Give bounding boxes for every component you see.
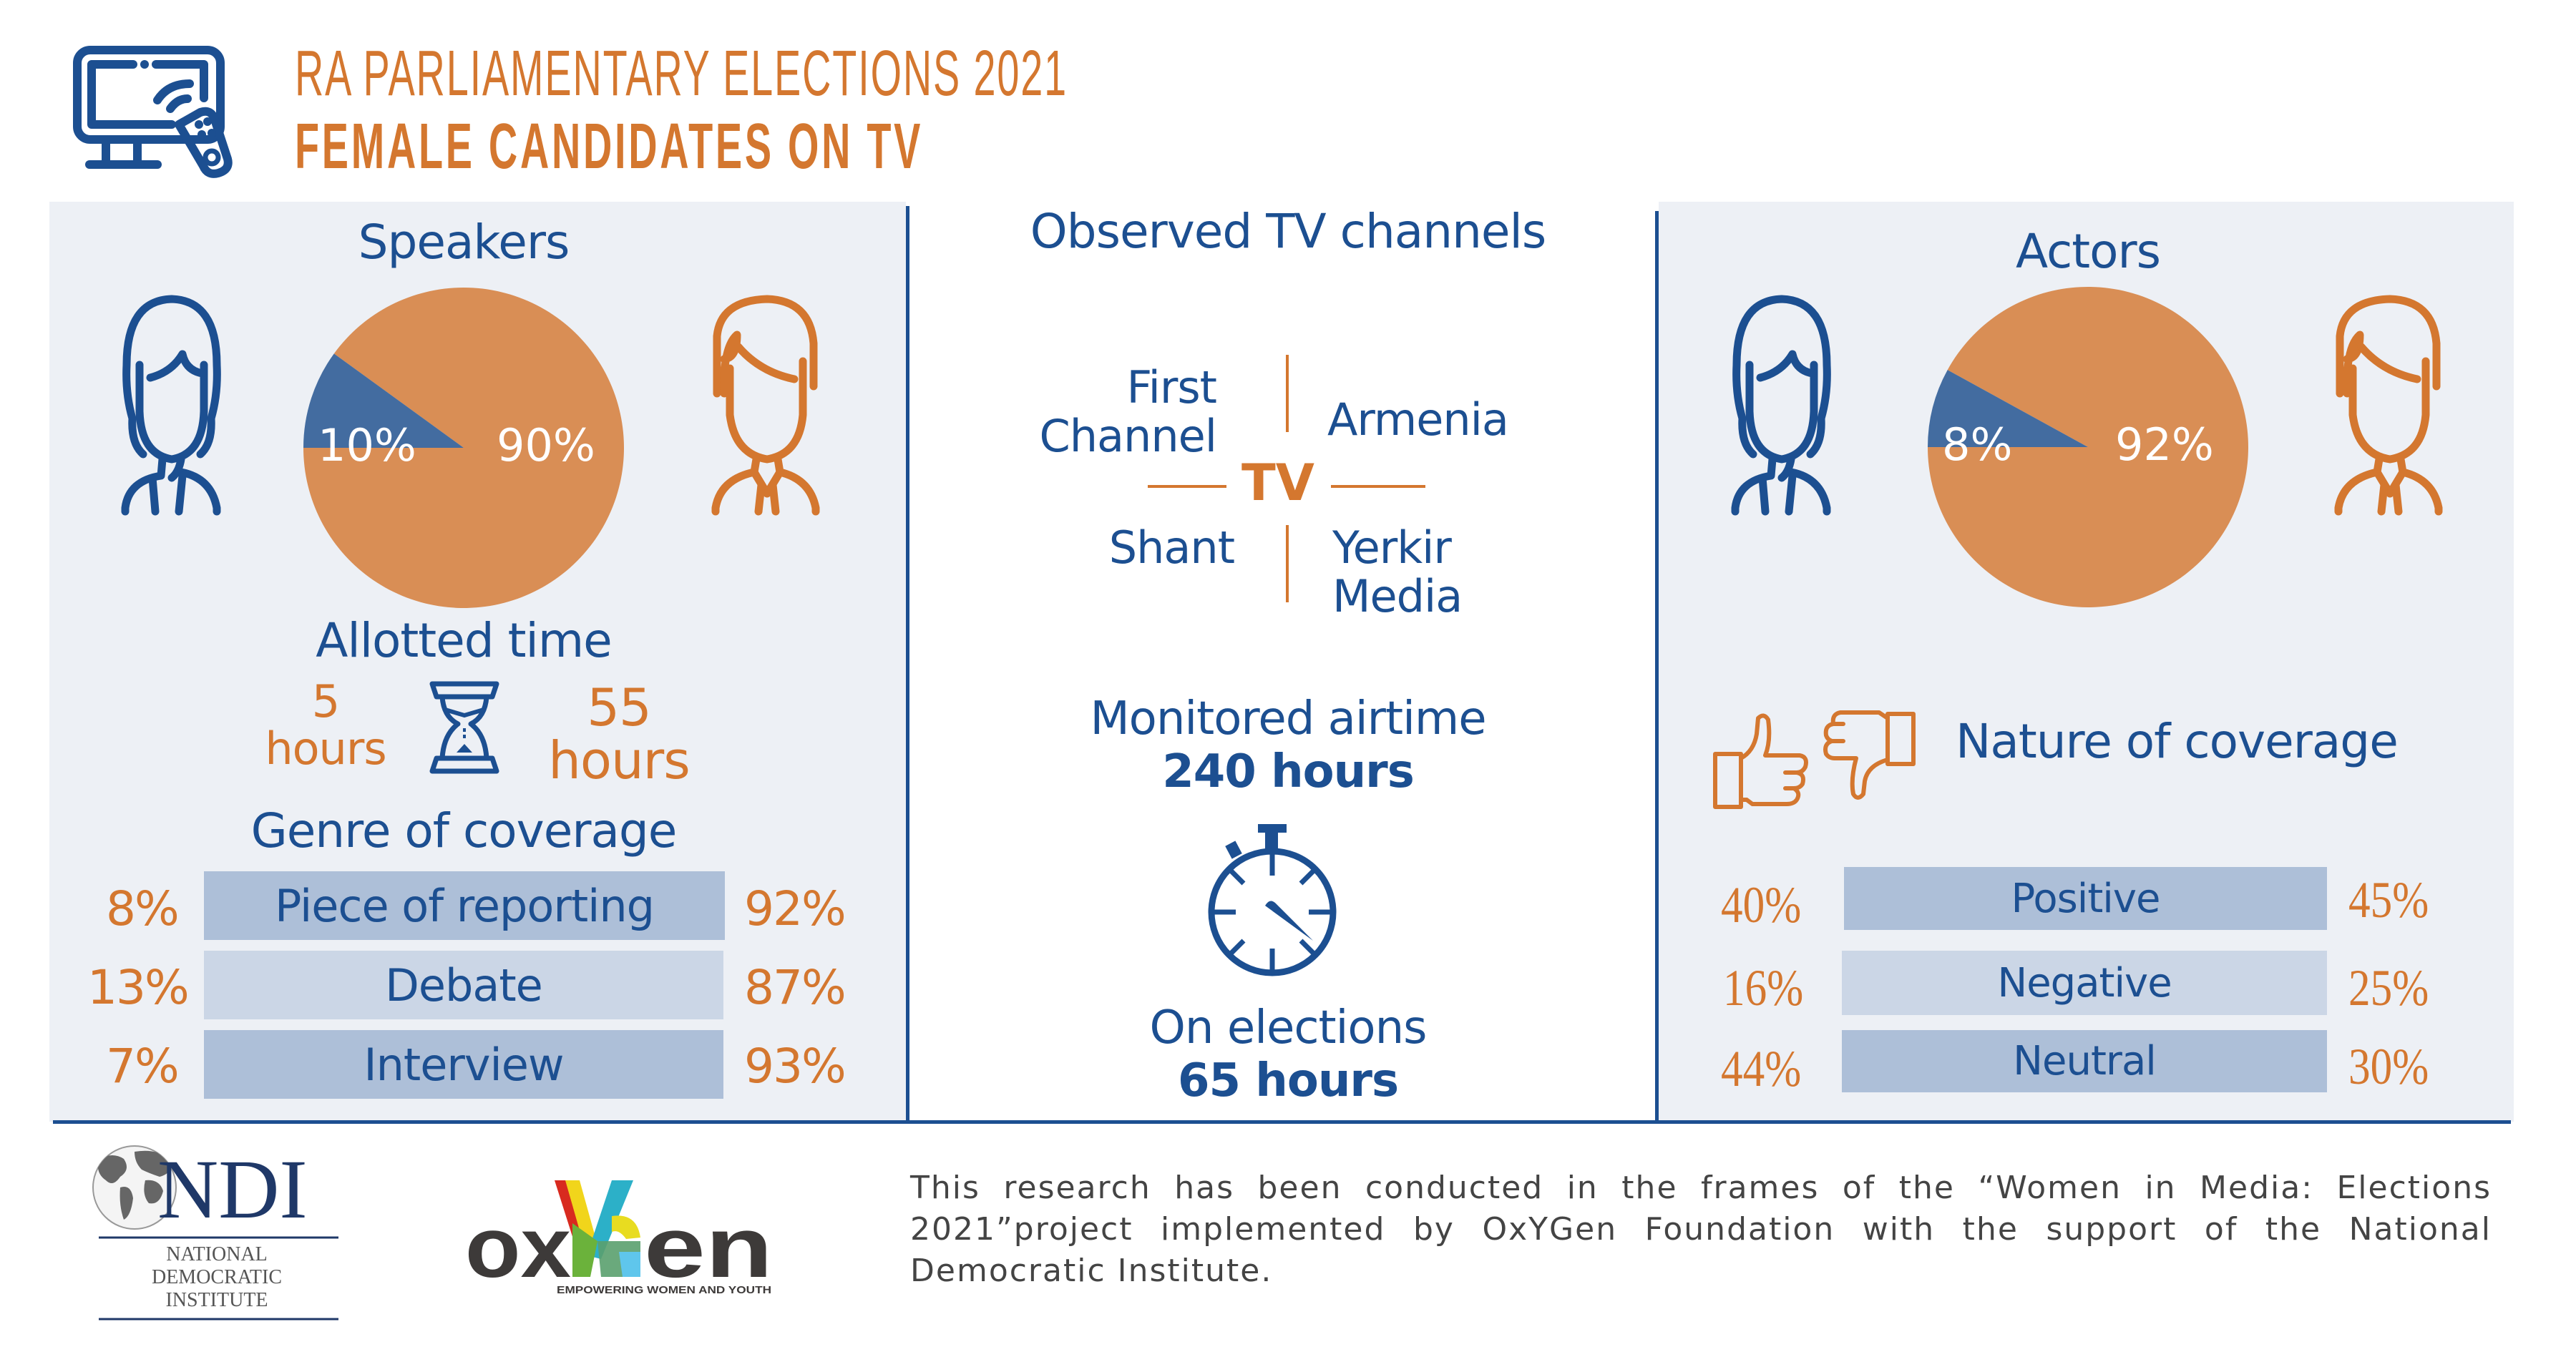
male-hours-unit: hours [548, 730, 690, 790]
research-note: This research has been conducted in the … [910, 1170, 2492, 1289]
female-hours-unit: hours [265, 722, 386, 775]
channel-name-line: Shant [1108, 521, 1235, 574]
genre-female-pct: 7% [106, 1039, 180, 1094]
genre-label-bar: Interview [204, 1030, 723, 1099]
thumbs-up-icon [1712, 712, 1813, 809]
actors-pie-chart: 8% 92% [1928, 287, 2248, 607]
nature-male-pct: 25% [2348, 959, 2429, 1017]
allotted-time-heading: Allotted time [316, 613, 613, 668]
channel-name-line: First [1126, 361, 1217, 413]
hourglass-icon [429, 681, 499, 774]
oxygen-logo: ox en EMPOWERING WOMEN AND YOUTH [465, 1173, 780, 1296]
nature-male-pct: 30% [2348, 1038, 2429, 1095]
ndi-name-line: NATIONAL [166, 1243, 268, 1265]
nature-female-pct: 44% [1721, 1040, 1802, 1097]
pie-label-female: 10% [318, 419, 416, 471]
channels-hline-right [1331, 485, 1425, 488]
nature-label-bar: Negative [1842, 951, 2327, 1015]
ndi-logo: NDI NATIONAL DEMOCRATIC INSTITUTE [92, 1137, 342, 1323]
channel-first-channel: First Channel [987, 361, 1217, 462]
stopwatch-icon [1202, 823, 1345, 984]
pie-label-female: 8% [1942, 418, 2012, 471]
genre-male-pct: 87% [744, 960, 847, 1015]
pie-slice-female [1928, 370, 2088, 447]
female-icon [104, 293, 240, 516]
nature-female-pct: 40% [1721, 876, 1802, 934]
title-line-2: FEMALE CANDIDATES ON TV [295, 111, 924, 182]
genre-heading: Genre of coverage [250, 803, 678, 858]
oxygen-logo-en: en [644, 1200, 773, 1295]
female-icon [1714, 293, 1850, 516]
oxygen-tagline: EMPOWERING WOMEN AND YOUTH [557, 1284, 771, 1296]
ndi-name-line: INSTITUTE [165, 1289, 268, 1311]
on-elections-label: On elections [1149, 1001, 1428, 1054]
tv-remote-icon [72, 44, 236, 178]
monitored-airtime-value: 240 hours [1162, 745, 1415, 798]
female-hours-value: 5 [311, 675, 340, 728]
genre-label-bar: Debate [204, 951, 723, 1019]
genre-female-pct: 13% [87, 960, 190, 1015]
speakers-heading: Speakers [358, 215, 570, 270]
thumbs-down-icon [1822, 708, 1922, 801]
genre-male-pct: 92% [744, 881, 847, 936]
nature-male-pct: 45% [2348, 871, 2429, 929]
bottom-rule [53, 1120, 2511, 1124]
channel-name-line: Yerkir [1332, 521, 1452, 574]
on-elections-value: 65 hours [1177, 1054, 1399, 1107]
channel-armenia: Armenia [1327, 393, 1509, 446]
monitored-airtime-label: Monitored airtime [1090, 692, 1486, 745]
male-icon [2326, 293, 2454, 516]
pie-label-male: 90% [497, 419, 595, 471]
tv-center-label: TV [1241, 454, 1314, 512]
channel-name-line: Armenia [1327, 393, 1509, 446]
channel-yerkir-media: Yerkir Media [1332, 521, 1463, 622]
female-hours: 5 hours [247, 678, 404, 773]
actors-heading: Actors [2015, 224, 2161, 279]
divider-left [906, 206, 909, 1123]
genre-label-bar: Piece of reporting [204, 871, 725, 940]
genre-male-pct: 93% [744, 1039, 847, 1094]
nature-label-bar: Neutral [1842, 1030, 2327, 1092]
channel-name-line: Media [1332, 570, 1463, 622]
nature-female-pct: 16% [1723, 959, 1804, 1017]
ndi-name-line: DEMOCRATIC [152, 1266, 282, 1288]
male-hours: 55 hours [522, 681, 716, 787]
pie-slice-male [303, 288, 624, 608]
nature-heading: Nature of coverage [1956, 714, 2399, 769]
oxygen-logo-ox: ox [465, 1200, 571, 1295]
channels-hline-left [1148, 485, 1226, 488]
divider-right [1655, 211, 1659, 1123]
title-line-1: RA PARLIAMENTARY ELECTIONS 2021 [295, 38, 1068, 109]
channel-shant: Shant [1059, 521, 1235, 574]
pie-label-male: 92% [2115, 418, 2214, 471]
channel-name-line: Channel [1039, 410, 1217, 462]
genre-female-pct: 8% [106, 881, 180, 936]
ndi-logo-text: NDI [157, 1142, 308, 1236]
male-hours-value: 55 [587, 677, 652, 738]
pie-slice-female [303, 353, 464, 448]
channels-vline-top [1286, 355, 1289, 432]
male-icon [703, 293, 831, 516]
channels-vline-bottom [1286, 525, 1289, 602]
speakers-pie-chart: 10% 90% [303, 288, 624, 608]
channels-heading: Observed TV channels [1030, 204, 1547, 259]
nature-label-bar: Positive [1844, 867, 2327, 930]
